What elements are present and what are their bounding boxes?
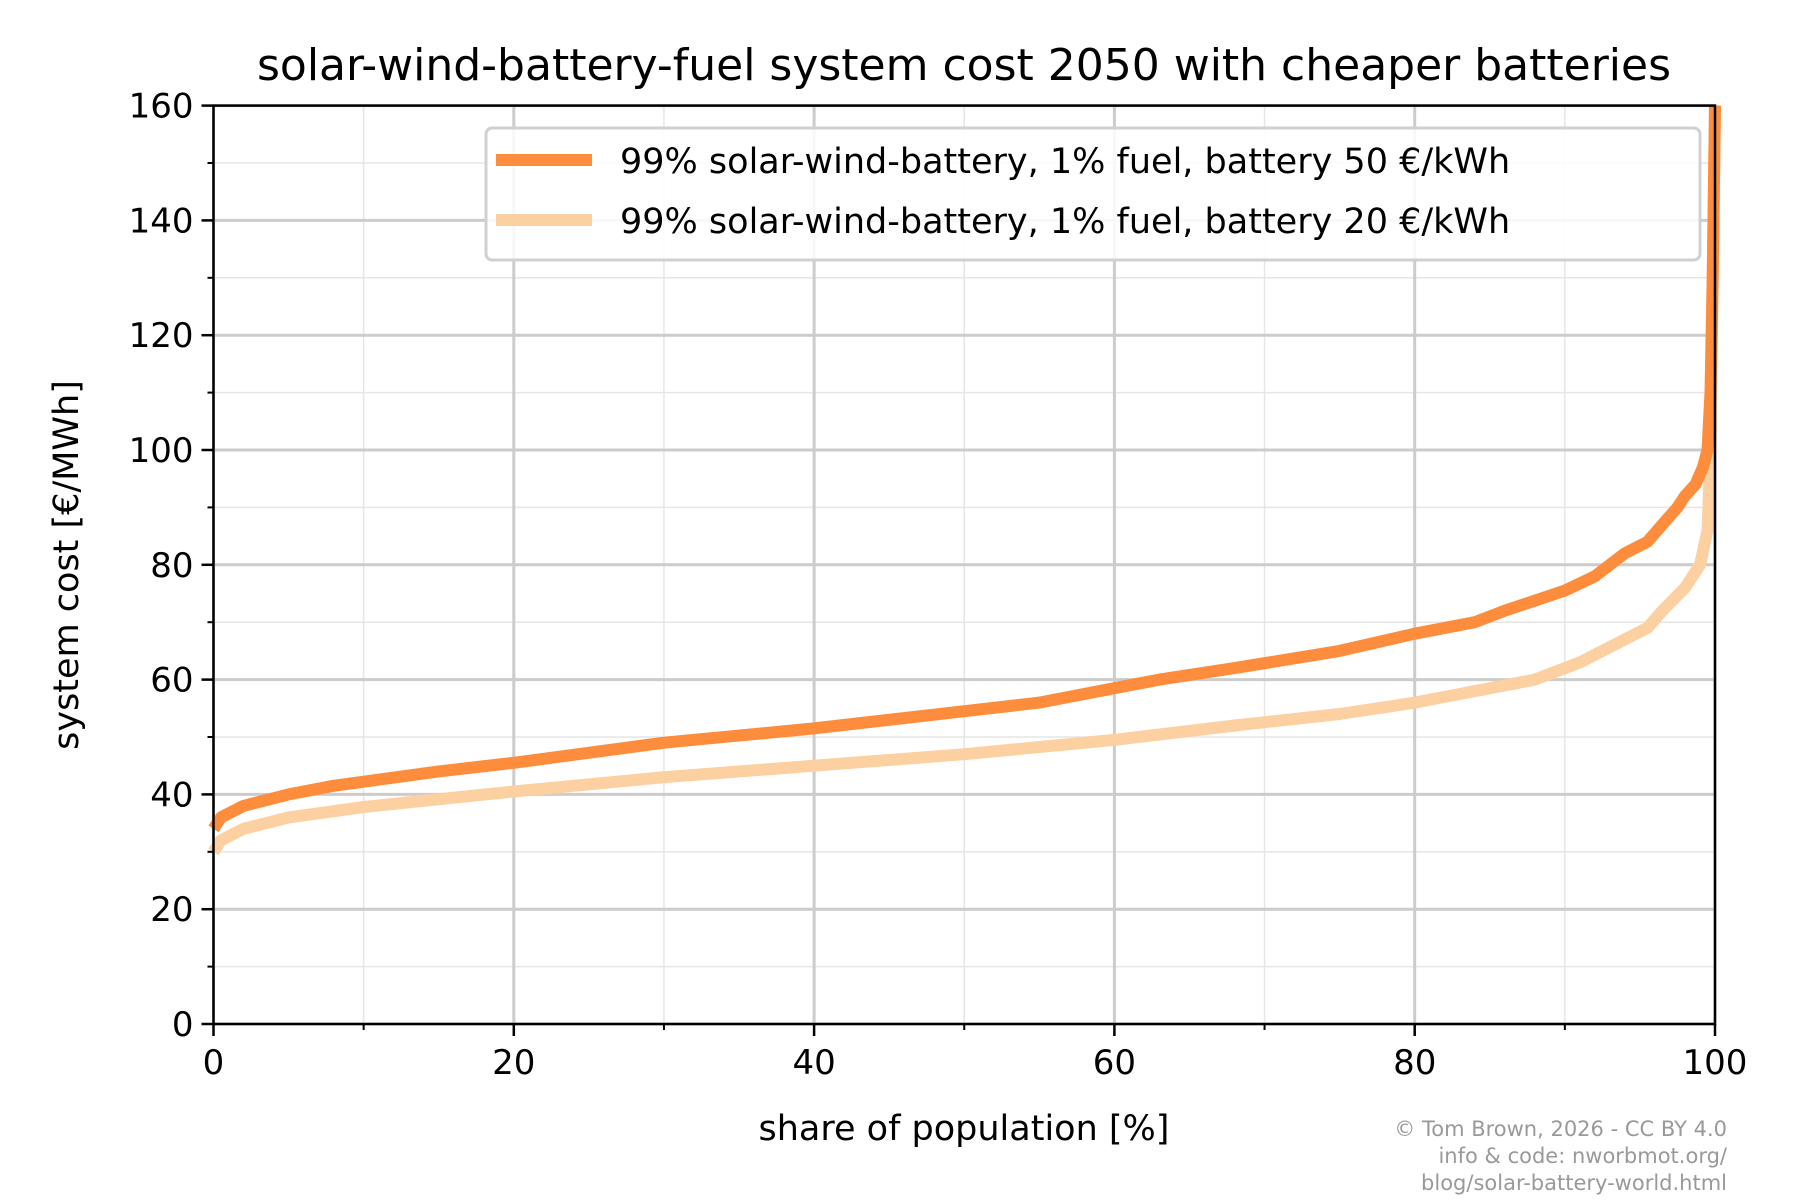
y-axis-label: system cost [€/MWh] xyxy=(47,380,87,750)
y-tick-label: 60 xyxy=(150,661,193,701)
y-tick-label: 0 xyxy=(172,1005,194,1045)
legend-label-50: 99% solar-wind-battery, 1% fuel, battery… xyxy=(620,142,1510,182)
y-tick-label: 140 xyxy=(129,201,194,241)
legend: 99% solar-wind-battery, 1% fuel, battery… xyxy=(484,126,1702,262)
legend-box xyxy=(484,126,1702,262)
y-tick-label: 80 xyxy=(150,546,193,586)
chart-title: solar-wind-battery-fuel system cost 2050… xyxy=(257,40,1671,91)
series-line xyxy=(208,105,1721,833)
y-tick-label: 160 xyxy=(129,87,194,127)
x-tick-label: 40 xyxy=(792,1043,835,1083)
x-tick-label: 20 xyxy=(492,1043,535,1083)
x-tick-label: 100 xyxy=(1683,1043,1748,1083)
x-axis-label: share of population [%] xyxy=(759,1109,1170,1149)
series-line xyxy=(208,105,1721,856)
credit: © Tom Brown, 2026 - CC BY 4.0 info & cod… xyxy=(1394,1117,1728,1195)
y-tick-label: 20 xyxy=(150,890,193,930)
x-tick-label: 80 xyxy=(1393,1043,1436,1083)
credit-line-1: © Tom Brown, 2026 - CC BY 4.0 xyxy=(1394,1117,1727,1141)
ticks: 0 20 40 60 80 100 0 20 40 60 80 100 120 140 160 xyxy=(129,87,1748,1083)
x-tick-label: 60 xyxy=(1093,1043,1136,1083)
credit-line-2: info & code: nworbmot.org/ xyxy=(1438,1144,1727,1168)
legend-label-20: 99% solar-wind-battery, 1% fuel, battery… xyxy=(620,202,1510,242)
series-lines xyxy=(208,105,1721,856)
x-tick-label: 0 xyxy=(203,1043,225,1083)
credit-line-3: blog/solar-battery-world.html xyxy=(1421,1171,1727,1195)
y-tick-label: 120 xyxy=(129,316,194,356)
y-tick-label: 100 xyxy=(129,431,194,471)
y-tick-label: 40 xyxy=(150,775,193,815)
